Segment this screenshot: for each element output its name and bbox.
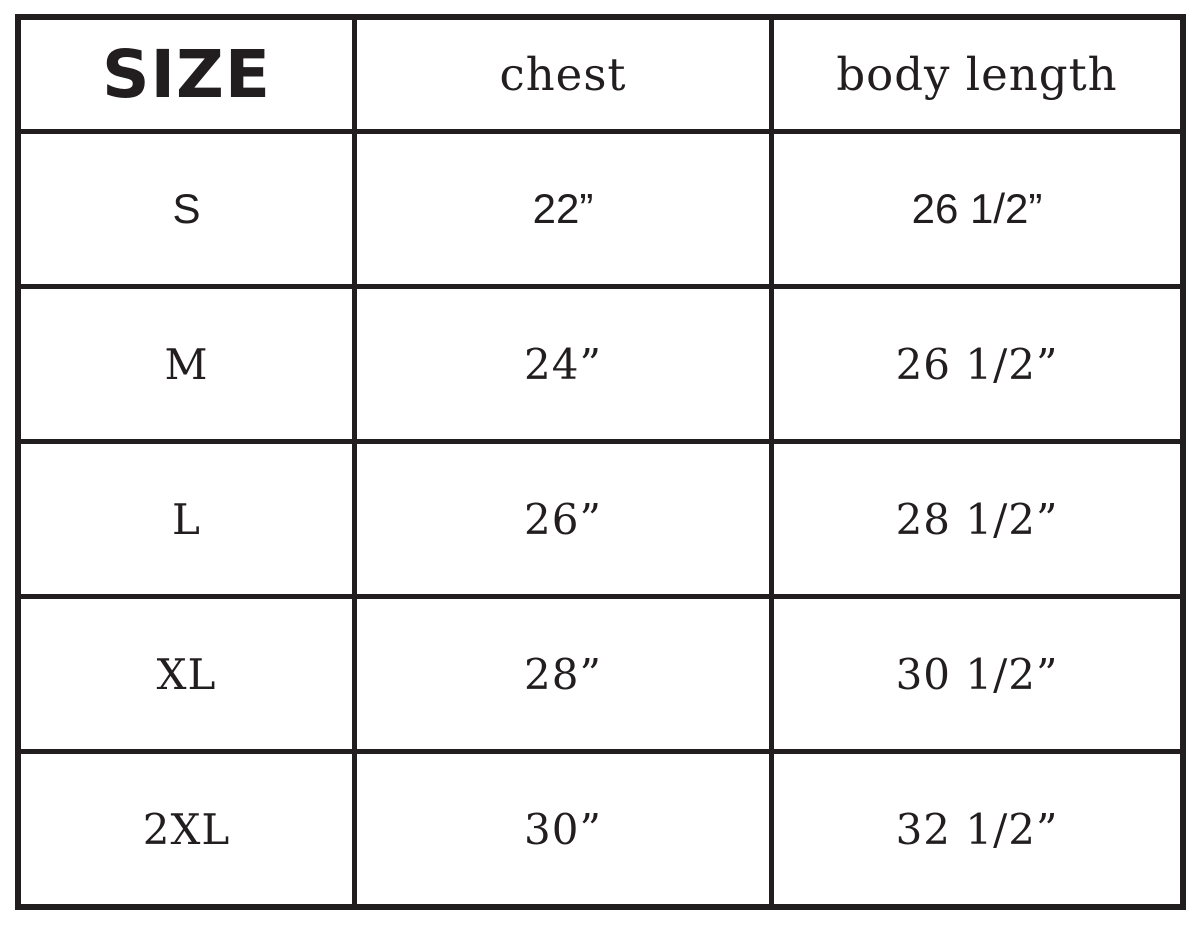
chest-cell: 30” [357,754,769,904]
size-cell: M [21,289,352,439]
body-length-cell: 26 1/2” [774,289,1180,439]
size-cell: S [21,134,352,284]
body-length-cell: 30 1/2” [774,599,1180,749]
chest-cell: 22” [357,134,769,284]
body-length-cell: 26 1/2” [774,134,1180,284]
chest-cell: 24” [357,289,769,439]
header-chest: chest [357,20,769,129]
size-cell: XL [21,599,352,749]
body-length-cell: 28 1/2” [774,444,1180,594]
size-cell: L [21,444,352,594]
chest-cell: 28” [357,599,769,749]
size-chart-table: SIZE chest body length S 22” 26 1/2” M 2… [15,14,1186,910]
chest-cell: 26” [357,444,769,594]
size-cell: 2XL [21,754,352,904]
header-body-length: body length [774,20,1180,129]
header-size: SIZE [21,20,352,129]
body-length-cell: 32 1/2” [774,754,1180,904]
